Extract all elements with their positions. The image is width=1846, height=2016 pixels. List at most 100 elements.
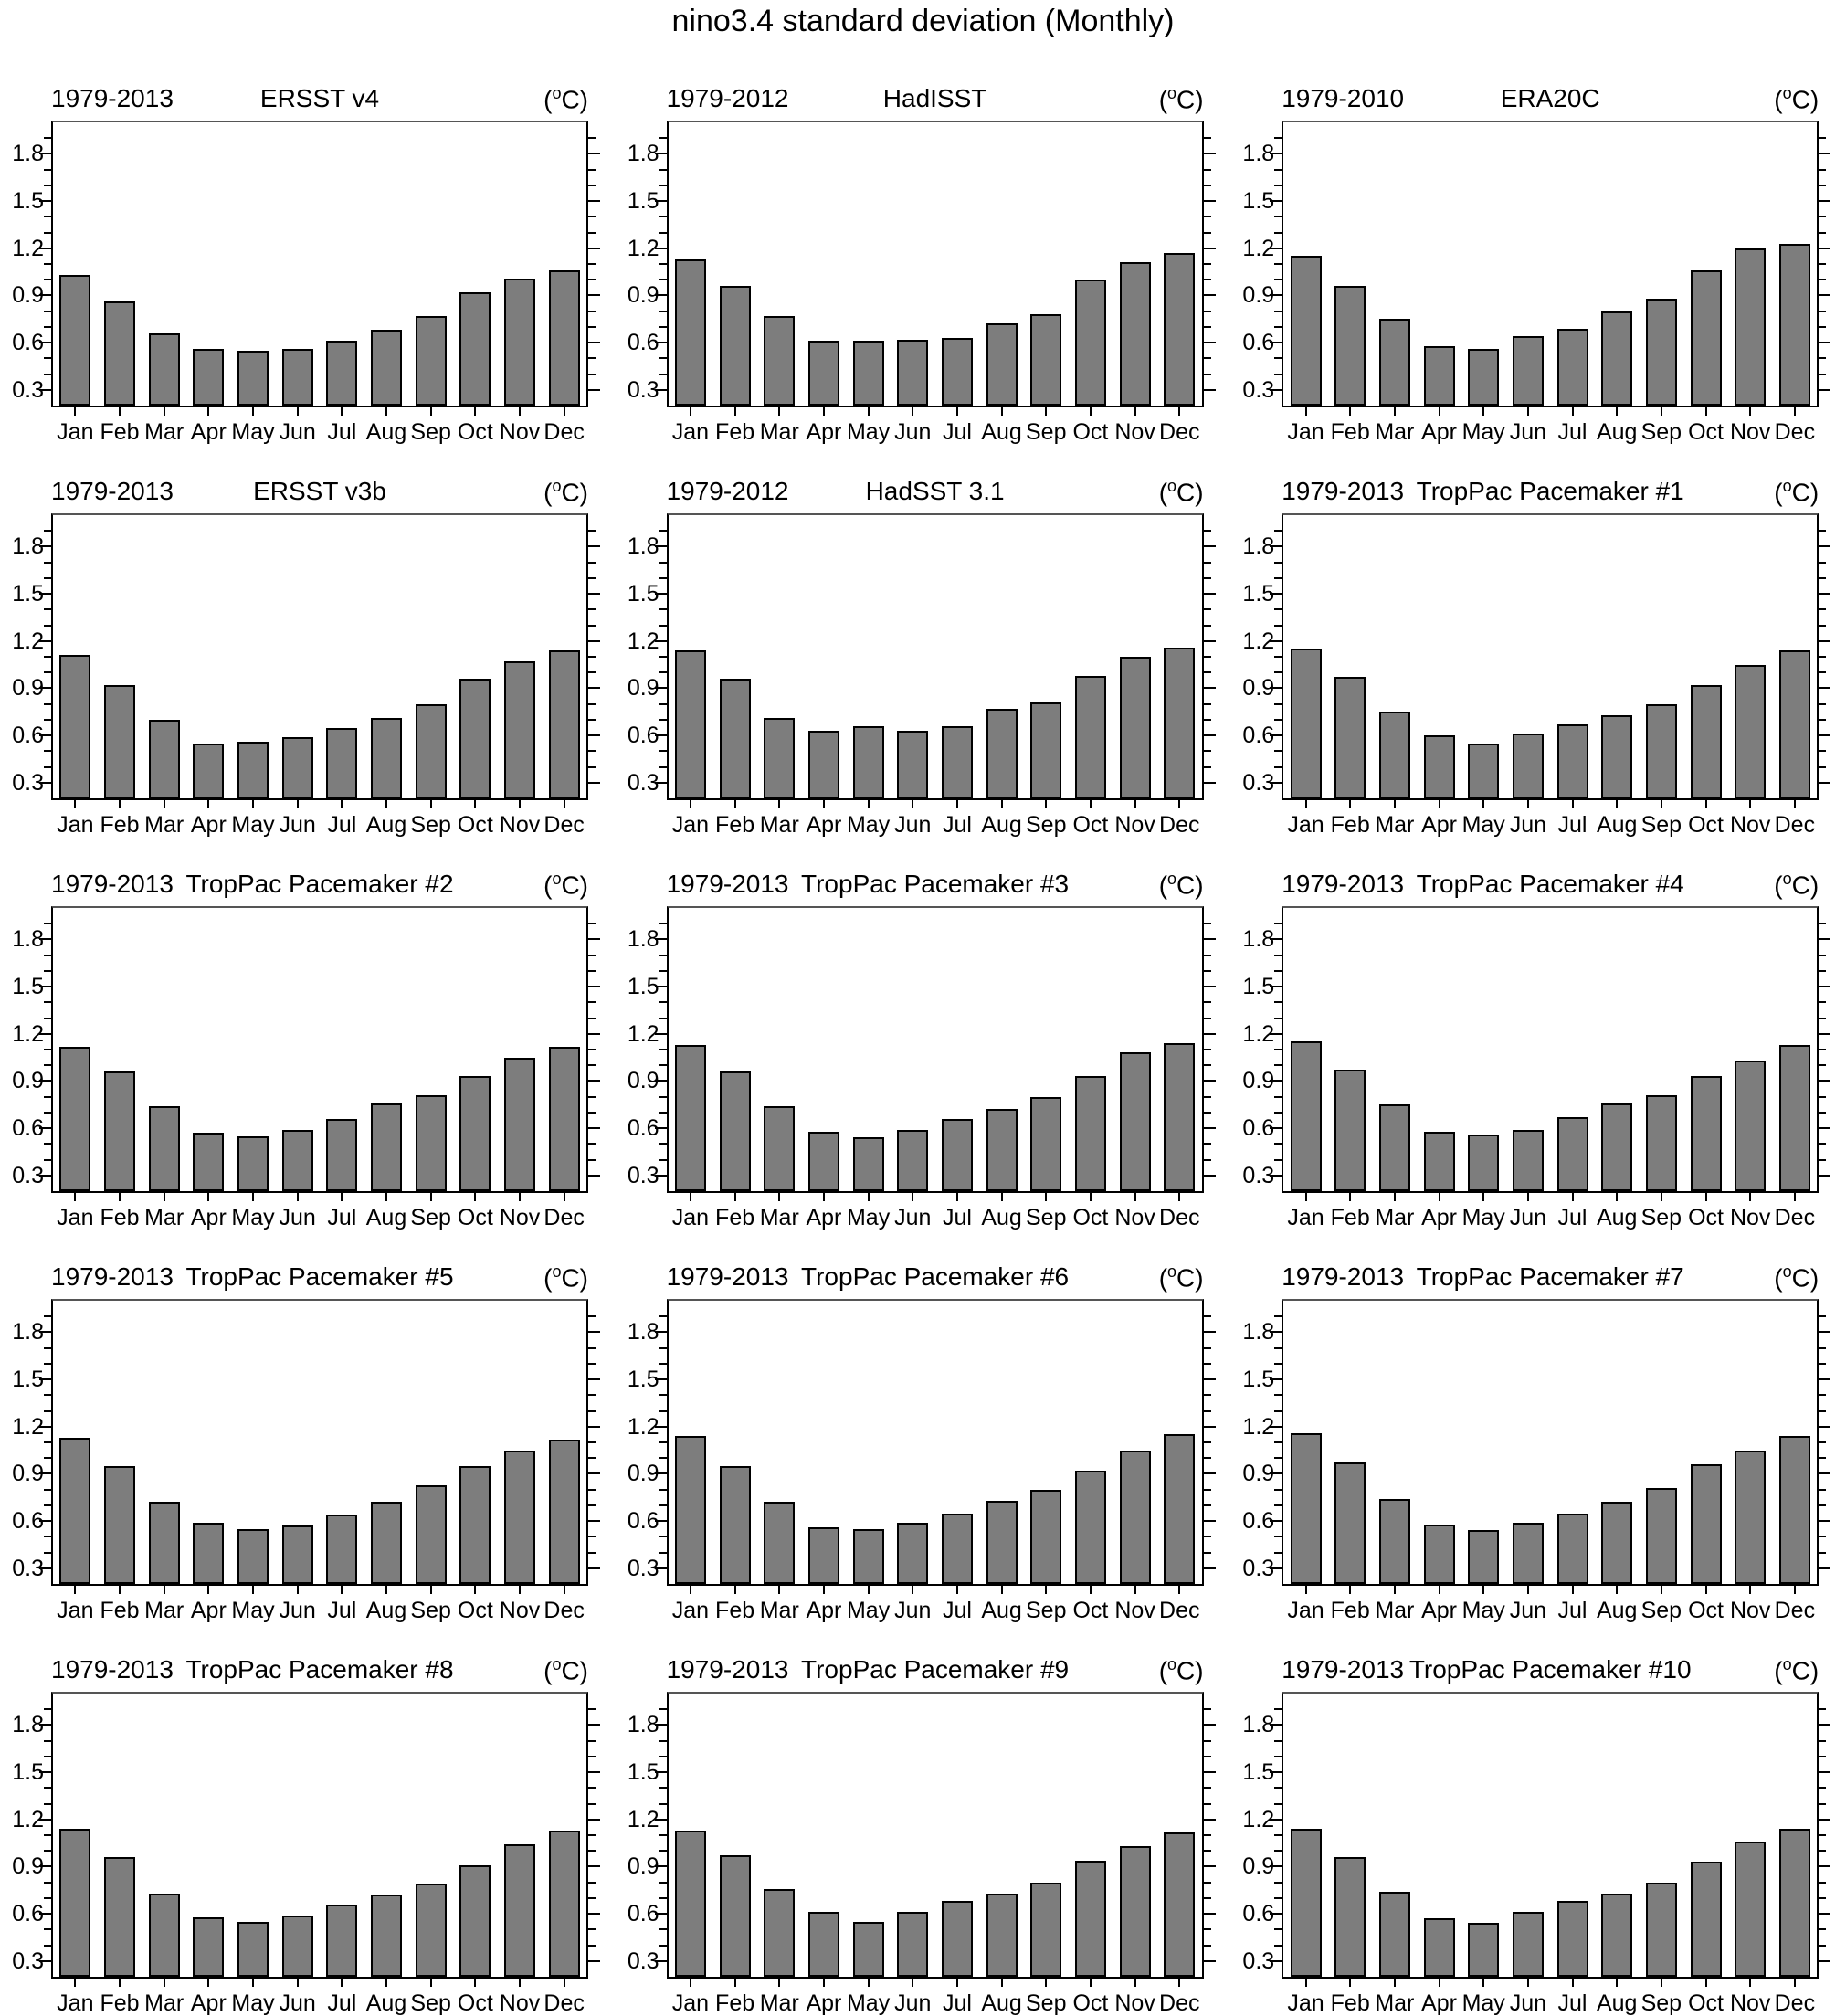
y-minor-tick-left bbox=[44, 1802, 51, 1805]
y-major-tick-left bbox=[654, 1771, 667, 1774]
x-tick bbox=[74, 1193, 77, 1201]
x-tick bbox=[474, 407, 477, 416]
y-major-tick-right bbox=[1819, 734, 1831, 737]
y-minor-tick-left bbox=[659, 1143, 667, 1145]
y-minor-tick-right bbox=[1203, 325, 1211, 328]
x-tick bbox=[1526, 1979, 1529, 1987]
y-major-tick-left bbox=[1270, 639, 1282, 642]
bar-nov bbox=[1119, 1052, 1151, 1191]
x-axis-label: Sep bbox=[410, 419, 451, 445]
y-minor-tick-left bbox=[659, 373, 667, 375]
bar-jul bbox=[1556, 328, 1588, 406]
bar-mar bbox=[148, 1893, 180, 1977]
x-tick bbox=[1571, 1979, 1574, 1987]
y-axis-label: 1.8 bbox=[627, 1712, 659, 1738]
x-axis-label: Jan bbox=[1287, 1205, 1324, 1230]
y-minor-tick-right bbox=[1819, 231, 1827, 234]
y-minor-tick-right bbox=[588, 576, 596, 579]
bar-nov bbox=[1735, 248, 1767, 406]
x-tick bbox=[1793, 407, 1796, 416]
panel-period: 1979-2013 bbox=[666, 870, 789, 898]
x-axis-label: Oct bbox=[457, 1205, 493, 1230]
degree-symbol: o bbox=[1167, 477, 1177, 495]
y-minor-tick-right bbox=[1203, 263, 1211, 265]
y-axis-label: 1.8 bbox=[1242, 533, 1275, 560]
y-major-tick-right bbox=[1203, 1127, 1216, 1130]
bar-jul bbox=[1556, 1117, 1588, 1191]
y-major-tick-left bbox=[39, 593, 51, 596]
y-major-tick-right bbox=[588, 593, 600, 596]
y-major-tick-right bbox=[588, 1174, 600, 1177]
x-tick bbox=[74, 407, 77, 416]
x-axis-label: Oct bbox=[457, 812, 493, 838]
y-minor-tick-right bbox=[1203, 216, 1211, 218]
panel-period: 1979-2013 bbox=[1282, 1262, 1405, 1291]
panel-period: 1979-2012 bbox=[666, 477, 789, 505]
y-minor-tick-left bbox=[44, 357, 51, 360]
y-major-tick-right bbox=[588, 938, 600, 941]
y-major-tick-right bbox=[588, 388, 600, 391]
bar-dec bbox=[1164, 1434, 1196, 1584]
y-major-tick-left bbox=[39, 1818, 51, 1821]
x-tick bbox=[955, 407, 958, 416]
x-tick bbox=[1749, 1586, 1752, 1594]
bar-jan bbox=[674, 1830, 706, 1977]
y-minor-tick-right bbox=[1819, 325, 1827, 328]
x-tick bbox=[867, 407, 870, 416]
y-major-tick-left bbox=[1270, 200, 1282, 203]
y-major-tick-right bbox=[1819, 294, 1831, 297]
y-minor-tick-left bbox=[659, 1881, 667, 1884]
x-axis-label: Mar bbox=[759, 812, 799, 838]
y-minor-tick-left bbox=[44, 954, 51, 956]
x-axis-label: Apr bbox=[190, 812, 227, 838]
y-minor-tick-right bbox=[1203, 1488, 1211, 1491]
bar-feb bbox=[719, 1465, 751, 1584]
y-minor-tick-left bbox=[1274, 1881, 1282, 1884]
bar-jan bbox=[674, 1044, 706, 1191]
y-major-tick-right bbox=[1203, 1818, 1216, 1821]
x-axis-label: Apr bbox=[190, 1598, 227, 1623]
panel-name: ERA20C bbox=[1500, 84, 1600, 112]
x-axis-label: Aug bbox=[1596, 419, 1638, 445]
x-axis-label: Apr bbox=[806, 1598, 842, 1623]
y-minor-tick-left bbox=[1274, 1504, 1282, 1506]
bar-feb bbox=[1334, 1070, 1366, 1191]
y-minor-tick-left bbox=[659, 1755, 667, 1757]
y-major-tick-right bbox=[1819, 1174, 1831, 1177]
x-axis-label: Sep bbox=[1640, 1990, 1682, 2016]
degree-symbol: o bbox=[1782, 477, 1792, 495]
y-axis-label: 1.2 bbox=[1242, 628, 1275, 654]
x-tick bbox=[1089, 1193, 1092, 1201]
y-minor-tick-left bbox=[659, 750, 667, 753]
y-minor-tick-left bbox=[659, 1708, 667, 1711]
y-major-tick-left bbox=[654, 1331, 667, 1334]
x-axis-label: Dec bbox=[1774, 1598, 1816, 1623]
x-axis-label: Jan bbox=[1287, 812, 1324, 838]
y-minor-tick-right bbox=[1819, 1064, 1827, 1067]
bar-sep bbox=[415, 1884, 447, 1977]
y-major-tick-left bbox=[654, 1865, 667, 1868]
bar-apr bbox=[1423, 345, 1455, 406]
x-tick bbox=[1438, 1193, 1440, 1201]
x-axis-label: Mar bbox=[759, 1205, 799, 1230]
y-minor-tick-left bbox=[44, 1551, 51, 1554]
panel-name: TropPac Pacemaker #3 bbox=[801, 870, 1070, 898]
x-tick bbox=[689, 407, 691, 416]
bar-feb bbox=[719, 679, 751, 798]
y-minor-tick-left bbox=[44, 1834, 51, 1836]
x-tick bbox=[119, 1979, 121, 1987]
bar-sep bbox=[1645, 1882, 1677, 1977]
bar-feb bbox=[104, 685, 135, 798]
y-minor-tick-left bbox=[659, 765, 667, 768]
y-minor-tick-left bbox=[659, 1315, 667, 1318]
y-minor-tick-left bbox=[44, 310, 51, 312]
x-axis-label: May bbox=[846, 1990, 891, 2016]
y-major-tick-right bbox=[588, 294, 600, 297]
y-major-tick-right bbox=[1203, 1472, 1216, 1475]
panel-units: (oC) bbox=[1158, 84, 1204, 114]
x-tick bbox=[1616, 800, 1619, 808]
y-major-tick-right bbox=[1203, 1771, 1216, 1774]
y-major-tick-right bbox=[1203, 639, 1216, 642]
x-tick bbox=[1349, 1586, 1352, 1594]
bar-jun bbox=[281, 349, 313, 406]
